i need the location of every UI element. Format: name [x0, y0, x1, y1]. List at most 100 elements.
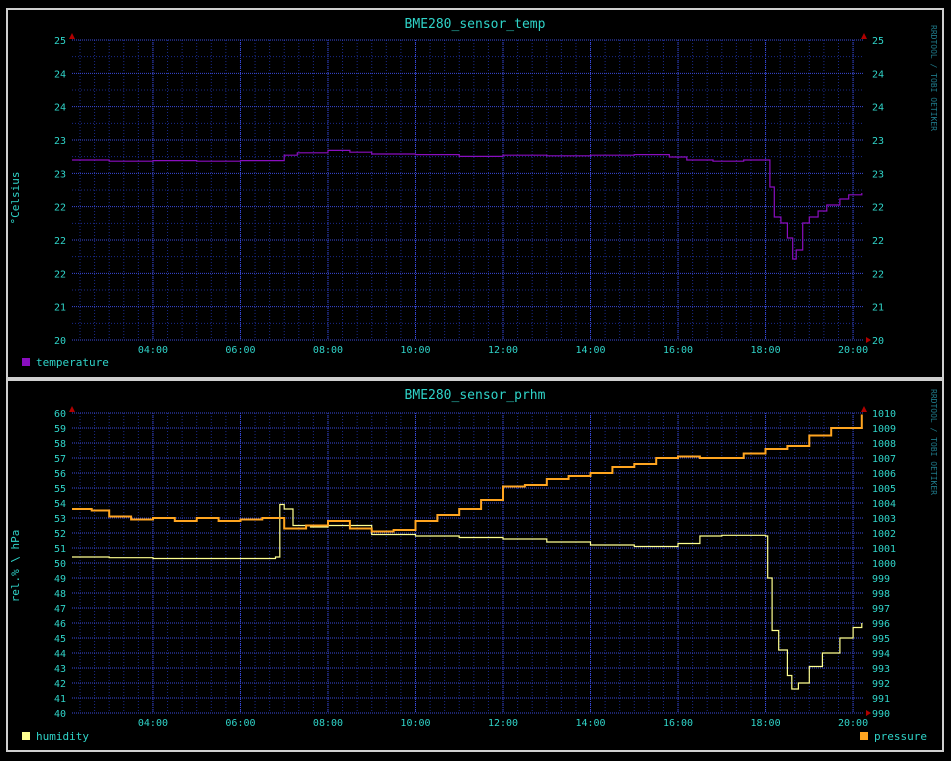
axis-arrow	[861, 33, 867, 39]
y-right-tick-label: 1004	[872, 499, 896, 510]
humidity-legend-swatch	[22, 732, 30, 740]
y-tick-label: 49	[54, 574, 66, 585]
y-tick-label: 43	[54, 664, 66, 675]
y-right-tick-label: 25	[872, 36, 884, 47]
pressure-humidity-graph-panel: BME280_sensor_prhm rel.% \ hPa RRDTOOL /…	[6, 379, 944, 752]
y-tick-label: 42	[54, 679, 66, 690]
y-tick-label: 46	[54, 619, 66, 630]
x-tick-label: 08:00	[313, 718, 343, 729]
humidity-legend-label: humidity	[36, 730, 89, 743]
y-right-tick-label: 1001	[872, 544, 896, 555]
y-tick-label: 24	[54, 103, 66, 114]
y-right-tick-label: 20	[872, 336, 884, 347]
y-right-tick-label: 990	[872, 709, 890, 720]
y-tick-label: 57	[54, 454, 66, 465]
x-tick-label: 18:00	[750, 718, 780, 729]
y-right-tick-label: 22	[872, 269, 884, 280]
pressure-legend-label: pressure	[874, 730, 927, 743]
y-tick-label: 60	[54, 409, 66, 420]
temperature-chart: BME280_sensor_temp °Celsius RRDTOOL / TO…	[9, 17, 938, 369]
rrdtool-credit: RRDTOOL / TOBI OETIKER	[929, 25, 938, 131]
x-tick-label: 12:00	[488, 345, 518, 356]
temperature-line	[72, 149, 863, 260]
y-tick-label: 47	[54, 604, 66, 615]
y-tick-label: 40	[54, 709, 66, 720]
y-right-tick-label: 21	[872, 303, 884, 314]
y-axis-label: °Celsius	[9, 172, 22, 225]
y-tick-label: 54	[54, 499, 66, 510]
y-tick-label: 41	[54, 694, 66, 705]
y-tick-label: 24	[54, 69, 66, 80]
y-tick-label: 23	[54, 169, 66, 180]
y-tick-label: 45	[54, 634, 66, 645]
y-tick-label: 22	[54, 236, 66, 247]
y-right-tick-label: 999	[872, 574, 890, 585]
x-tick-label: 04:00	[138, 718, 168, 729]
pressure-line	[72, 414, 863, 533]
y-right-tick-label: 991	[872, 694, 890, 705]
x-tick-label: 06:00	[225, 718, 255, 729]
y-right-tick-label: 992	[872, 679, 890, 690]
x-tick-label: 20:00	[838, 718, 868, 729]
y-tick-label: 52	[54, 529, 66, 540]
y-right-tick-label: 1000	[872, 559, 896, 570]
humidity-line	[72, 503, 863, 690]
y-right-tick-label: 1009	[872, 424, 896, 435]
axis-arrow	[861, 406, 867, 412]
series-lines	[72, 414, 863, 690]
y-tick-label: 44	[54, 649, 66, 660]
y-tick-label: 48	[54, 589, 66, 600]
x-tick-label: 20:00	[838, 345, 868, 356]
y-tick-label: 50	[54, 559, 66, 570]
y-tick-label: 20	[54, 336, 66, 347]
temperature-legend-swatch	[22, 358, 30, 366]
y-right-tick-label: 24	[872, 69, 884, 80]
chart-title: BME280_sensor_temp	[405, 17, 546, 32]
y-tick-label: 25	[54, 36, 66, 47]
y-right-tick-label: 1002	[872, 529, 896, 540]
y-tick-label: 23	[54, 136, 66, 147]
y-right-tick-label: 23	[872, 169, 884, 180]
y-right-tick-label: 995	[872, 634, 890, 645]
rrdtool-credit: RRDTOOL / TOBI OETIKER	[929, 389, 938, 495]
y-right-tick-label: 994	[872, 649, 890, 660]
y-right-tick-label: 998	[872, 589, 890, 600]
pressure-humidity-chart: BME280_sensor_prhm rel.% \ hPa RRDTOOL /…	[9, 388, 938, 743]
y-tick-label: 55	[54, 484, 66, 495]
x-tick-label: 18:00	[750, 345, 780, 356]
legend: temperature	[22, 356, 109, 369]
x-tick-label: 14:00	[575, 718, 605, 729]
legend: humidity pressure	[22, 730, 927, 743]
chart-title: BME280_sensor_prhm	[405, 388, 546, 403]
axis-arrow	[69, 33, 75, 39]
y-axis-label: rel.% \ hPa	[9, 530, 22, 603]
temperature-legend-label: temperature	[36, 356, 109, 369]
grid	[69, 33, 871, 343]
y-tick-label: 53	[54, 514, 66, 525]
y-tick-label: 22	[54, 203, 66, 214]
y-tick-label: 59	[54, 424, 66, 435]
x-tick-label: 10:00	[400, 345, 430, 356]
y-right-tick-label: 24	[872, 103, 884, 114]
y-right-tick-label: 22	[872, 203, 884, 214]
x-tick-label: 08:00	[313, 345, 343, 356]
y-tick-label: 51	[54, 544, 66, 555]
temperature-graph-panel: BME280_sensor_temp °Celsius RRDTOOL / TO…	[6, 8, 944, 379]
x-tick-label: 16:00	[663, 718, 693, 729]
y-right-tick-label: 993	[872, 664, 890, 675]
y-tick-label: 22	[54, 269, 66, 280]
axis-arrow	[69, 406, 75, 412]
axis-arrow	[866, 337, 871, 343]
y-right-tick-label: 1005	[872, 484, 896, 495]
y-tick-label: 58	[54, 439, 66, 450]
y-tick-label: 56	[54, 469, 66, 480]
y-right-tick-label: 1008	[872, 439, 896, 450]
x-tick-label: 10:00	[400, 718, 430, 729]
y-right-tick-label: 1010	[872, 409, 896, 420]
x-tick-label: 06:00	[225, 345, 255, 356]
x-tick-label: 14:00	[575, 345, 605, 356]
y-right-tick-label: 1006	[872, 469, 896, 480]
y-right-tick-label: 997	[872, 604, 890, 615]
x-tick-label: 04:00	[138, 345, 168, 356]
axis-arrow	[866, 710, 871, 716]
